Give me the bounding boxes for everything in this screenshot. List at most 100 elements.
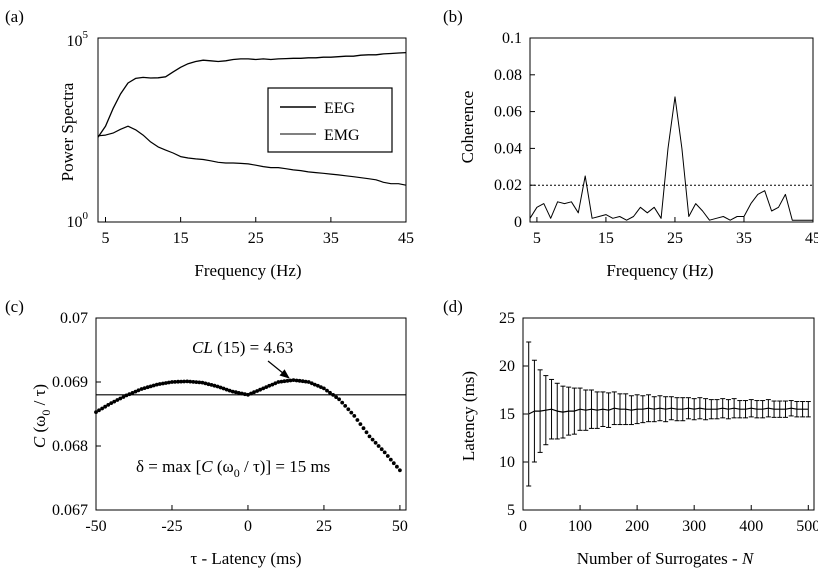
c-point bbox=[227, 388, 232, 393]
c-point bbox=[328, 390, 332, 395]
panel-c: (c) C (ω0 / τ) τ - Latency (ms) 0.067 0.0… bbox=[5, 297, 408, 568]
a-xtick-label: 15 bbox=[173, 230, 189, 247]
c-xtick-label: 25 bbox=[316, 518, 332, 535]
a-xtick-label: 45 bbox=[398, 230, 414, 247]
c-point bbox=[197, 380, 202, 385]
c-point bbox=[379, 447, 384, 452]
a-legend-eeg: EEG bbox=[324, 100, 356, 117]
c-point bbox=[224, 387, 229, 392]
c-xtick-label: 0 bbox=[244, 518, 252, 535]
a-ylabel: Power Spectra bbox=[58, 82, 77, 181]
c-point bbox=[312, 382, 317, 387]
c-point bbox=[164, 381, 168, 385]
c-point bbox=[97, 408, 101, 413]
b-ytick-label: 0.06 bbox=[494, 104, 522, 121]
b-ytick-label: 0 bbox=[514, 214, 522, 231]
c-point bbox=[151, 383, 156, 388]
c-point bbox=[100, 406, 104, 411]
d-ytick-label: 10 bbox=[499, 454, 515, 471]
c-point bbox=[322, 386, 326, 391]
c-point bbox=[106, 403, 111, 407]
c-point bbox=[334, 395, 338, 399]
c-annotation-cl: CL (15) = 4.63 bbox=[192, 338, 293, 357]
c-point bbox=[306, 380, 311, 384]
c-point bbox=[243, 392, 247, 397]
c-point bbox=[230, 389, 235, 394]
a-series-emg-line bbox=[97, 51, 407, 138]
b-xtick-label: 25 bbox=[667, 230, 683, 247]
panel-d: (d) Latency (ms) Number of Surrogates - … bbox=[443, 297, 818, 568]
c-point bbox=[373, 440, 378, 445]
c-point bbox=[246, 392, 250, 397]
c-point bbox=[343, 404, 348, 408]
b-xlabel: Frequency (Hz) bbox=[606, 261, 713, 280]
c-point bbox=[382, 450, 387, 455]
b-xtick-label: 35 bbox=[736, 230, 752, 247]
c-annotation-arrow bbox=[267, 360, 290, 379]
c-point bbox=[361, 426, 366, 431]
c-point bbox=[142, 386, 147, 390]
c-ytick-label: 0.068 bbox=[52, 438, 88, 455]
c-point bbox=[352, 414, 357, 418]
d-xlabel: Number of Surrogates - N bbox=[577, 549, 755, 568]
d-xtick-label: 500 bbox=[796, 518, 818, 535]
c-point bbox=[200, 380, 205, 385]
a-xtick-label: 5 bbox=[102, 230, 110, 247]
b-ytick-label: 0.08 bbox=[494, 67, 522, 84]
d-ytick-label: 25 bbox=[499, 310, 515, 327]
c-point bbox=[209, 383, 214, 387]
c-point bbox=[395, 464, 399, 469]
c-point bbox=[282, 379, 287, 384]
d-xtick-label: 400 bbox=[739, 518, 763, 535]
c-point bbox=[273, 381, 278, 386]
c-point bbox=[203, 381, 208, 386]
c-point bbox=[127, 392, 132, 397]
c-point bbox=[103, 404, 107, 409]
c-point bbox=[367, 434, 372, 439]
c-point bbox=[191, 380, 196, 384]
c-point bbox=[112, 399, 117, 404]
c-point bbox=[252, 390, 256, 395]
c-point bbox=[364, 430, 369, 435]
c-point bbox=[385, 454, 390, 458]
c-point bbox=[118, 396, 123, 401]
c-point bbox=[182, 379, 187, 384]
d-ytick-label: 20 bbox=[499, 358, 515, 375]
panel-c-label: (c) bbox=[5, 297, 24, 316]
c-xtick-label: -50 bbox=[85, 518, 106, 535]
c-point bbox=[391, 461, 396, 466]
c-point bbox=[218, 385, 223, 390]
c-point bbox=[221, 386, 226, 391]
c-point bbox=[176, 379, 181, 384]
a-axes-frame bbox=[97, 37, 407, 223]
c-point bbox=[148, 384, 153, 389]
c-point bbox=[376, 444, 381, 448]
c-point bbox=[139, 387, 144, 391]
a-series-eeg-line bbox=[97, 125, 407, 186]
c-point bbox=[331, 393, 335, 397]
c-point bbox=[94, 410, 98, 414]
c-point bbox=[291, 378, 296, 382]
b-ytick-label: 0.1 bbox=[502, 30, 522, 47]
c-point bbox=[294, 378, 299, 383]
a-legend-box bbox=[267, 87, 393, 153]
c-point bbox=[316, 383, 320, 388]
c-point bbox=[173, 380, 177, 384]
c-point bbox=[145, 385, 150, 390]
c-point bbox=[215, 384, 220, 389]
panel-b-label: (b) bbox=[443, 7, 463, 26]
d-ytick-label: 5 bbox=[507, 502, 515, 519]
d-xtick-label: 200 bbox=[625, 518, 649, 535]
c-point bbox=[233, 390, 238, 395]
c-xtick-label: -25 bbox=[161, 518, 182, 535]
c-point bbox=[346, 407, 351, 412]
d-latency-line bbox=[528, 407, 809, 415]
c-point bbox=[167, 380, 171, 385]
b-xtick-label: 45 bbox=[805, 230, 818, 247]
c-point bbox=[358, 422, 363, 426]
c-point bbox=[276, 380, 281, 384]
c-point bbox=[236, 391, 241, 395]
c-point bbox=[136, 388, 141, 393]
a-ytick-bottom: 100 bbox=[67, 210, 89, 231]
d-xtick-label: 300 bbox=[682, 518, 706, 535]
